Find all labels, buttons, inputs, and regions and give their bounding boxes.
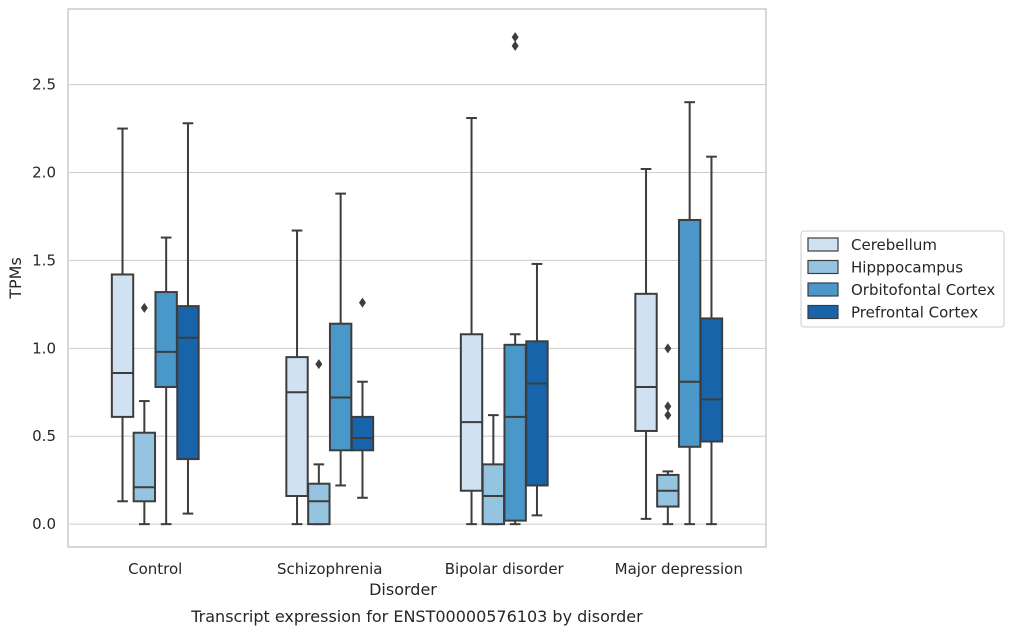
- legend-label: Hipppocampus: [851, 259, 963, 277]
- box-group: [634, 167, 658, 520]
- iqr-box: [154, 291, 178, 389]
- outlier-point: [511, 40, 519, 51]
- series-group: [110, 117, 658, 526]
- iqr-box: [459, 333, 484, 492]
- outlier-point: [664, 401, 672, 412]
- y-tick-label: 2.0: [32, 164, 56, 182]
- box-group: [525, 262, 549, 517]
- box-group: [328, 192, 353, 487]
- y-tick-label: 1.5: [32, 251, 56, 269]
- y-tick-labels: 0.0 0.5 1.0 1.5 2.0 2.5: [32, 76, 56, 534]
- box-series: [110, 32, 724, 526]
- box-group: [154, 236, 178, 526]
- iqr-box: [350, 415, 375, 452]
- box-group: [110, 127, 135, 503]
- iqr-box: [503, 343, 527, 522]
- plot-frame: [67, 8, 767, 548]
- box-group: [176, 122, 200, 515]
- outlier-point: [358, 297, 366, 308]
- y-tick-label: 1.0: [32, 339, 56, 357]
- box-group: [677, 101, 702, 526]
- box-group: [350, 297, 375, 499]
- legend-label: Orbitofontal Cortex: [851, 281, 995, 299]
- y-axis-label: TPMs: [6, 257, 25, 300]
- iqr-box: [176, 305, 200, 461]
- iqr-box: [328, 322, 353, 452]
- box-group: [481, 414, 506, 526]
- iqr-box: [132, 431, 157, 503]
- y-tick-label: 2.5: [32, 76, 56, 94]
- series-group: [176, 122, 724, 526]
- legend-swatch: [807, 282, 839, 297]
- legend-swatch: [807, 304, 839, 320]
- box-group: [656, 343, 680, 526]
- iqr-box: [285, 356, 309, 498]
- legend-label: Prefrontal Cortex: [851, 304, 978, 322]
- legend-swatch: [807, 259, 839, 275]
- box-group: [459, 117, 484, 526]
- outlier-point: [664, 343, 672, 354]
- iqr-box: [481, 463, 506, 526]
- box-group: [503, 32, 527, 526]
- box-group: [307, 359, 331, 526]
- box-group: [699, 155, 724, 526]
- x-tick-label: Schizophrenia: [277, 560, 382, 578]
- legend-swatch: [807, 237, 839, 252]
- x-tick-label: Control: [128, 560, 182, 578]
- legend: Cerebellum Hipppocampus Orbitofontal Corte…: [800, 230, 1005, 328]
- outlier-point: [140, 302, 148, 313]
- outlier-point: [315, 359, 323, 370]
- x-tick-labels: Control Schizophrenia Bipolar disorder Majo…: [128, 560, 743, 578]
- iqr-box: [634, 292, 658, 432]
- iqr-box: [307, 482, 331, 526]
- outlier-point: [511, 32, 519, 43]
- outlier-point: [664, 410, 672, 421]
- iqr-box: [677, 218, 702, 448]
- x-tick-label: Bipolar disorder: [445, 560, 565, 578]
- y-tick-label: 0.0: [32, 515, 56, 533]
- x-tick-label: Major depression: [615, 560, 743, 578]
- legend-label: Cerebellum: [851, 236, 937, 254]
- iqr-box: [525, 340, 549, 487]
- series-group: [154, 32, 702, 526]
- x-axis-label: Disorder: [369, 580, 437, 599]
- legend-frame: [800, 230, 1005, 328]
- iqr-box: [110, 273, 135, 418]
- box-group: [285, 229, 309, 526]
- y-tick-label: 0.5: [32, 427, 56, 445]
- box-group: [132, 302, 157, 526]
- series-group: [132, 302, 680, 526]
- chart-caption: Transcript expression for ENST0000057610…: [190, 607, 643, 626]
- iqr-box: [699, 317, 724, 443]
